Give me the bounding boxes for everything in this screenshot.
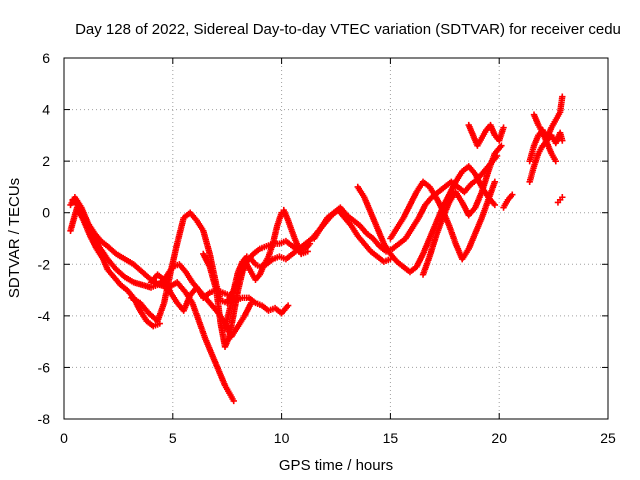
chart-title: Day 128 of 2022, Sidereal Day-to-day VTE… xyxy=(75,21,621,38)
y-axis-title: SDTVAR / TECUs xyxy=(6,178,23,298)
series-track-17 xyxy=(554,194,566,206)
x-tick-label: 10 xyxy=(274,430,290,446)
y-tick-label: -8 xyxy=(38,411,51,427)
axis-ticks: 0 5 10 15 20 25 -8 -6 -4 -2 0 2 4 6 xyxy=(38,50,616,446)
y-tick-label: 4 xyxy=(42,102,50,118)
data-points xyxy=(67,93,566,405)
series-trail xyxy=(466,123,507,148)
series-track-5 xyxy=(147,271,292,317)
series-trail xyxy=(355,164,497,274)
x-tick-label: 5 xyxy=(169,430,177,446)
x-axis-title: GPS time / hours xyxy=(279,457,393,474)
series-track-15 xyxy=(526,129,566,185)
y-tick-label: -2 xyxy=(38,256,51,272)
series-track-10 xyxy=(387,178,499,263)
series-track-16 xyxy=(530,111,559,165)
series-track-11 xyxy=(419,142,505,278)
plot-frame xyxy=(63,57,609,420)
series-trail xyxy=(420,144,504,276)
series-track-12 xyxy=(465,121,507,149)
x-tick-label: 20 xyxy=(491,430,507,446)
x-tick-label: 25 xyxy=(600,430,616,446)
series-track-4 xyxy=(128,209,314,325)
series-trail xyxy=(149,272,290,316)
x-tick-label: 0 xyxy=(60,430,68,446)
series-track-9 xyxy=(354,163,499,276)
y-tick-label: 0 xyxy=(42,205,50,221)
series-trail xyxy=(501,193,514,209)
y-tick-label: 2 xyxy=(42,153,50,169)
y-tick-label: -6 xyxy=(38,359,51,375)
series-trail xyxy=(531,113,558,163)
data-point xyxy=(559,194,566,201)
series-track-13 xyxy=(500,191,516,211)
y-tick-label: 6 xyxy=(42,50,50,66)
x-tick-label: 15 xyxy=(383,430,399,446)
y-tick-label: -4 xyxy=(38,308,51,324)
series-trail xyxy=(388,179,498,261)
